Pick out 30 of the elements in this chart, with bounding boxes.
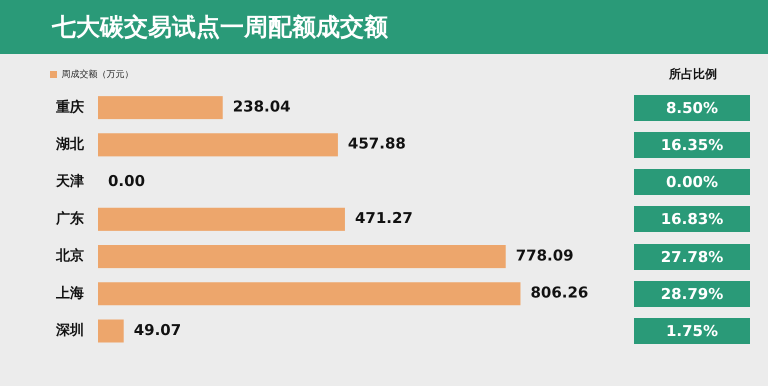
text: 27.78% (634, 244, 750, 270)
bar (98, 133, 338, 156)
text: 1.75% (634, 318, 750, 344)
bar (98, 319, 124, 343)
data-label: 778.09 (516, 246, 574, 264)
data-label: 806.26 (530, 284, 588, 302)
bar (98, 96, 223, 120)
bar (98, 208, 345, 231)
y-tick-label: 深圳 (55, 322, 84, 339)
chart-title: 七大碳交易试点一周配额成交额 (0, 0, 768, 54)
y-tick-label: 北京 (55, 247, 84, 264)
text: 16.83% (634, 206, 750, 232)
data-label: 49.07 (134, 320, 182, 339)
text: 所占比例 (668, 66, 718, 83)
y-tick-label: 天津 (55, 174, 84, 190)
text: 0.00% (634, 169, 750, 196)
data-label: 471.27 (354, 209, 413, 228)
legend-label: 周成交额（万元） (62, 68, 134, 80)
text: 8.50% (634, 94, 750, 121)
bar (98, 282, 520, 306)
y-tick-label: 湖北 (55, 136, 85, 152)
y-tick-label: 广东 (55, 210, 84, 227)
data-label: 457.88 (348, 134, 406, 153)
y-tick-label: 重庆 (55, 98, 84, 116)
y-tick-label: 上海 (55, 285, 84, 302)
data-label: 238.04 (232, 98, 291, 116)
text: 16.35% (634, 132, 750, 158)
data-label: 0.00 (108, 172, 146, 190)
text: 28.79% (634, 280, 750, 307)
bar (98, 244, 506, 268)
